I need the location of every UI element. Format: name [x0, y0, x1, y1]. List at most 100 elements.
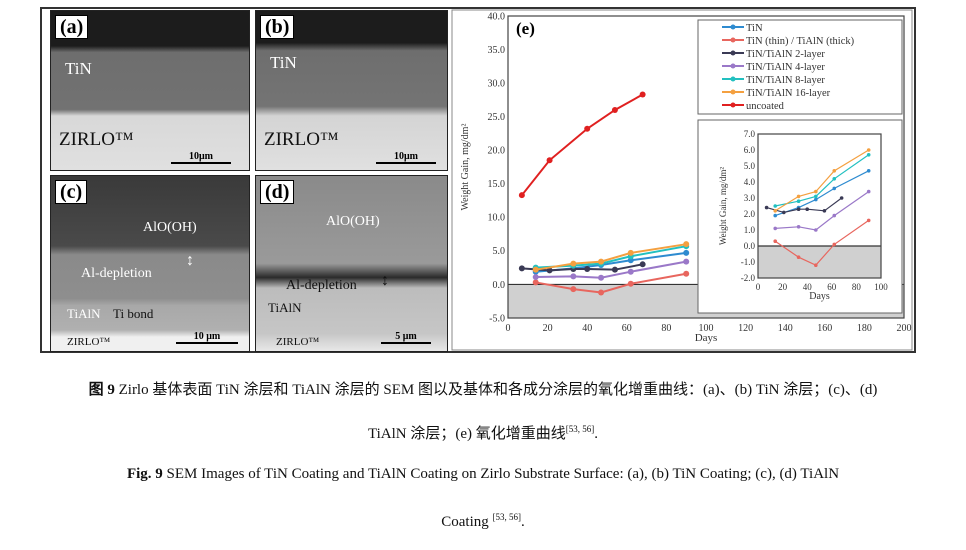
legend-entry: TiN/TiAlN 16-layer: [746, 88, 831, 99]
oxide-label: AlO(OH): [326, 214, 380, 229]
panel-label: (a): [55, 15, 89, 39]
legend-marker: [730, 89, 736, 95]
panel-label: (b): [260, 15, 295, 39]
data-point: [611, 266, 618, 273]
x-tick-label: 120: [738, 323, 753, 334]
y-tick-label: 1.0: [744, 225, 756, 235]
tin-layer-label: TiN: [65, 59, 92, 78]
plot-area: [757, 133, 882, 279]
substrate-label: ZIRLO™: [276, 336, 320, 348]
data-point: [546, 157, 553, 164]
figure-number: 图 9: [88, 382, 115, 398]
data-point: [627, 280, 634, 287]
x-tick-label: 200: [897, 323, 912, 334]
coating-label: TiAlN: [67, 306, 101, 321]
caption-cn-line2: TiAlN 涂层；(e) 氧化增重曲线[53, 56].: [0, 422, 966, 443]
data-point: [832, 169, 837, 173]
data-point: [814, 263, 818, 268]
legend-entry: TiN (thin) / TiAlN (thick): [746, 36, 855, 47]
data-point: [773, 213, 778, 218]
data-point: [832, 213, 837, 218]
data-point: [839, 196, 844, 200]
caption-text: Coating: [441, 514, 493, 530]
data-point: [832, 186, 837, 191]
citation: [53, 56]: [492, 512, 522, 522]
x-tick-label: 0: [756, 282, 761, 292]
legend-entry: uncoated: [746, 101, 785, 112]
x-tick-label: 40: [803, 282, 813, 292]
x-tick-label: 100: [699, 323, 714, 334]
y-tick-label: 25.0: [488, 112, 506, 123]
y-tick-label: 3.0: [744, 193, 756, 203]
data-point: [584, 125, 591, 132]
y-tick-label: 2.0: [744, 209, 756, 219]
caption-en-line1: Fig. 9 SEM Images of TiN Coating and TiA…: [0, 466, 966, 483]
scale-bar: 10μm: [171, 151, 231, 164]
tin-layer-label: TiN: [270, 53, 297, 72]
y-tick-label: 0.0: [493, 280, 506, 291]
y-tick-label: -2.0: [741, 273, 756, 283]
legend-marker: [730, 76, 736, 82]
legend-marker: [730, 102, 736, 108]
x-axis-label: Days: [809, 291, 830, 302]
legend-marker: [730, 37, 736, 43]
y-tick-label: 15.0: [488, 179, 506, 190]
series-line: [521, 263, 643, 272]
data-point: [598, 258, 605, 265]
data-point: [805, 207, 809, 211]
data-point: [796, 207, 801, 211]
data-point: [773, 204, 778, 208]
data-point: [822, 209, 827, 213]
depletion-label: Al-depletion: [81, 266, 152, 281]
y-tick-label: 0.0: [744, 241, 756, 251]
data-point: [532, 279, 539, 286]
x-tick-label: 140: [778, 323, 793, 334]
inset-chart: [697, 119, 903, 314]
data-point: [773, 239, 778, 243]
data-point: [832, 177, 837, 181]
bond-label: Ti bond: [113, 306, 154, 321]
negative-region: [758, 246, 881, 278]
y-tick-label: 35.0: [488, 45, 506, 56]
panel-label: (e): [516, 19, 535, 38]
data-point: [683, 249, 690, 256]
depletion-label: Al-depletion: [286, 278, 357, 293]
data-point: [796, 199, 801, 203]
data-point: [866, 189, 871, 194]
data-point: [683, 270, 690, 277]
data-point: [584, 266, 591, 273]
data-point: [518, 265, 525, 272]
data-point: [532, 266, 539, 273]
y-tick-label: 40.0: [488, 11, 506, 22]
y-axis-label: Weight Gain, mg/dm²: [718, 167, 728, 246]
substrate-label: ZIRLO™: [67, 336, 111, 348]
x-tick-label: 60: [827, 282, 837, 292]
x-tick-label: 100: [874, 282, 888, 292]
data-point: [866, 148, 871, 152]
data-point: [866, 218, 871, 223]
scale-bar: 5 μm: [381, 331, 431, 344]
substrate-label: ZIRLO™: [264, 129, 339, 150]
caption-en-line2: Coating [53, 56].: [0, 512, 966, 531]
data-point: [683, 258, 690, 265]
data-point: [639, 261, 646, 268]
plot-area: [507, 15, 905, 319]
data-point: [866, 153, 871, 157]
y-tick-label: 10.0: [488, 213, 506, 224]
x-axis-label: Days: [695, 332, 718, 344]
sem-panel-b: (b) TiN ZIRLO™ 10μm: [255, 10, 448, 171]
data-point: [532, 274, 539, 281]
data-point: [683, 241, 690, 248]
data-point: [814, 189, 818, 194]
legend-entry: TiN/TiAlN 8-layer: [746, 75, 825, 86]
figure-number: Fig. 9: [126, 466, 163, 482]
x-tick-label: 40: [582, 323, 592, 334]
scale-bar: 10μm: [376, 151, 436, 164]
oxide-label: AlO(OH): [143, 220, 197, 235]
data-point: [518, 192, 525, 199]
data-point: [796, 255, 801, 259]
data-point: [832, 242, 837, 247]
y-tick-label: 5.0: [744, 161, 756, 171]
x-tick-label: 180: [857, 323, 872, 334]
caption-text: Zirlo 基体表面 TiN 涂层和 TiAlN 涂层的 SEM 图以及基体和各…: [114, 382, 878, 398]
